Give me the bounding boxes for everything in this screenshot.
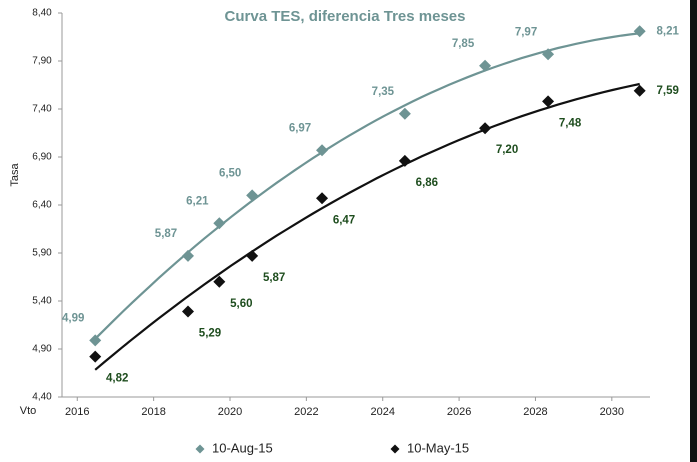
point	[182, 305, 194, 318]
y-tick-label: 5,90	[32, 248, 52, 259]
trend-line	[94, 82, 640, 371]
data-label: 7,48	[559, 117, 582, 129]
y-tick-label: 7,40	[32, 104, 52, 115]
data-label: 5,29	[199, 328, 221, 340]
data-label: 4,99	[62, 312, 84, 324]
point	[633, 25, 646, 38]
y-tick-label: 5,40	[32, 296, 52, 307]
data-label: 7,97	[515, 26, 537, 38]
point	[316, 192, 329, 205]
point	[89, 350, 102, 363]
data-label: 5,87	[155, 228, 177, 240]
data-label: 5,87	[263, 272, 285, 284]
point	[398, 154, 411, 167]
data-label: 5,60	[230, 298, 252, 310]
x-tick-label: 2028	[523, 406, 547, 418]
x-tick-label: 2022	[294, 406, 318, 418]
point	[542, 48, 555, 61]
legend-marker	[390, 444, 400, 454]
trend-line	[94, 32, 640, 340]
point	[182, 249, 194, 262]
point	[479, 122, 492, 135]
data-label: 7,59	[656, 85, 678, 97]
edge-strip	[690, 0, 697, 462]
x-axis-title: Vto	[20, 405, 37, 417]
y-tick-label: 4,90	[32, 344, 52, 355]
point	[633, 84, 646, 97]
legend-label: 10-May-15	[407, 440, 469, 455]
y-tick-label: 6,40	[32, 200, 52, 211]
data-label: 8,21	[656, 25, 679, 37]
point	[542, 95, 555, 108]
x-tick-label: 2030	[600, 406, 624, 418]
x-tick-label: 2026	[447, 406, 471, 418]
x-tick-label: 2020	[218, 406, 242, 418]
y-tick-label: 7,90	[32, 56, 52, 67]
data-label: 7,35	[372, 86, 395, 98]
data-label: 7,85	[452, 38, 475, 50]
legend-marker	[195, 444, 205, 454]
point	[213, 217, 226, 230]
point	[89, 334, 102, 347]
y-tick-label: 8,40	[32, 8, 52, 19]
data-label: 6,97	[289, 122, 311, 134]
x-tick-label: 2016	[65, 406, 89, 418]
point	[316, 144, 329, 157]
point	[213, 275, 226, 288]
chart-title: Curva TES, diferencia Tres meses	[225, 8, 466, 25]
point	[479, 59, 492, 72]
x-tick-label: 2018	[141, 406, 165, 418]
data-label: 6,50	[219, 167, 241, 179]
x-tick-label: 2024	[370, 406, 394, 418]
legend-label: 10-Aug-15	[212, 440, 273, 455]
data-label: 6,21	[186, 195, 209, 207]
y-axis-title: Tasa	[9, 163, 21, 187]
data-label: 6,86	[416, 177, 438, 189]
y-tick-label: 6,90	[32, 152, 52, 163]
data-label: 6,47	[333, 214, 355, 226]
data-label: 4,82	[106, 373, 128, 385]
point	[398, 107, 411, 120]
data-label: 7,20	[496, 144, 518, 156]
point	[246, 249, 259, 262]
y-tick-label: 4,40	[32, 392, 52, 403]
point	[246, 189, 259, 202]
